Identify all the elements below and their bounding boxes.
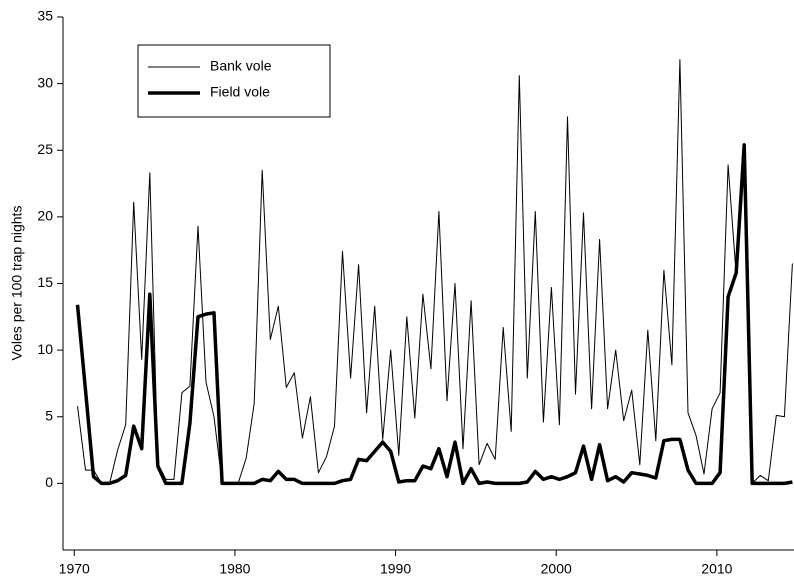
legend-label: Field vole [210, 84, 270, 100]
series-line [77, 59, 793, 484]
x-tick-label: 2000 [541, 561, 572, 577]
y-tick-label: 10 [37, 341, 53, 357]
y-tick-label: 0 [45, 474, 53, 490]
y-tick-label: 20 [37, 208, 53, 224]
y-axis-label: Voles per 100 trap nights [9, 206, 25, 361]
legend-box [137, 44, 331, 118]
y-tick-label: 35 [37, 8, 53, 24]
x-tick-label: 2010 [701, 561, 732, 577]
x-tick-label: 1990 [380, 561, 411, 577]
y-tick-label: 15 [37, 274, 53, 290]
series-line [75, 143, 793, 486]
y-tick-label: 25 [37, 141, 53, 157]
y-tick-label: 30 [37, 74, 53, 90]
x-tick-label: 1980 [219, 561, 250, 577]
y-tick-label: 5 [45, 407, 53, 423]
x-tick-label: 1970 [59, 561, 90, 577]
legend-label: Bank vole [210, 58, 272, 74]
